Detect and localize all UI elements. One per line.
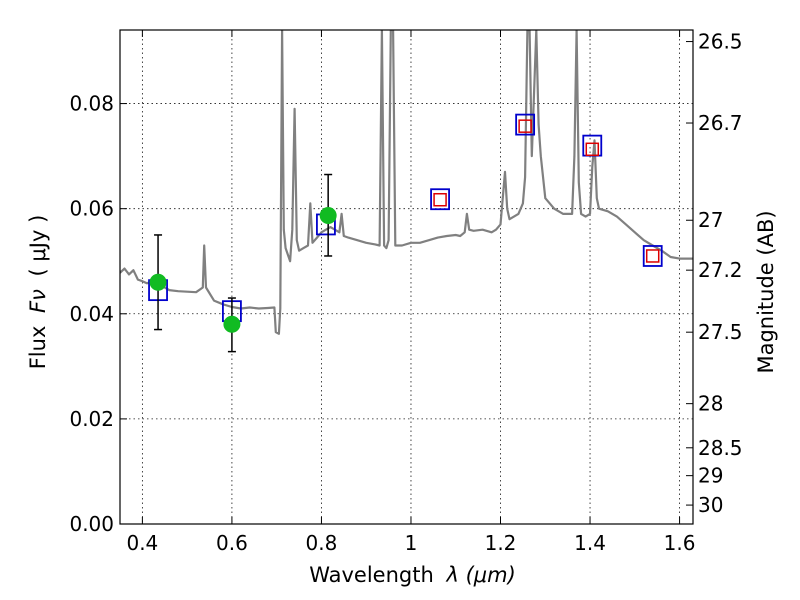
x-tick-label: 1.4 — [574, 531, 606, 555]
observed-band-square — [433, 192, 447, 207]
y2-tick-label: 27.5 — [698, 320, 743, 344]
grid-lines — [120, 30, 693, 525]
y-tick-label: 0.04 — [69, 302, 114, 326]
axis-ticks: 0.4 0.6 0.8 1 1.2 1.4 1.6 0.00 0.02 0.04 0.06 0.08 2… — [69, 30, 742, 555]
x-tick-label: 1.6 — [664, 531, 696, 555]
y-tick-label: 0.02 — [69, 407, 114, 431]
y2-tick-label: 30 — [698, 493, 723, 517]
observed-band-square — [518, 119, 532, 133]
y2-tick-label: 27 — [698, 208, 723, 232]
photometry-point — [319, 207, 337, 225]
x-tick-label: 0.8 — [306, 531, 338, 555]
y2-tick-label: 28.5 — [698, 436, 743, 460]
y2-axis-label: Magnitude (AB) — [754, 210, 778, 373]
y2-tick-label: 26.5 — [698, 30, 743, 54]
x-tick-label: 1.2 — [485, 531, 517, 555]
x-tick-label: 1 — [405, 531, 418, 555]
photometry-point — [149, 273, 167, 291]
y-tick-label: 0.06 — [69, 197, 114, 221]
y-tick-label: 0.08 — [69, 92, 114, 116]
y2-tick-label: 26.7 — [698, 111, 743, 135]
y2-tick-label: 27.2 — [698, 258, 743, 282]
x-tick-label: 0.6 — [216, 531, 248, 555]
y-tick-label: 0.00 — [69, 512, 114, 536]
model-band-square — [430, 188, 450, 211]
x-tick-label: 0.4 — [126, 531, 158, 555]
observed-band-square — [645, 249, 660, 263]
observed-band-square — [585, 142, 600, 157]
model-band-square — [515, 113, 536, 136]
y2-tick-label: 29 — [698, 464, 723, 488]
series-layer — [120, 30, 693, 353]
model-spectrum-line — [120, 30, 693, 335]
x-axis-label: Wavelength λ (μm) — [309, 563, 516, 587]
model-band-square — [642, 245, 663, 267]
y-axis-label: Flux Fν ( μJy ) — [26, 215, 50, 370]
y2-tick-label: 28 — [698, 392, 723, 416]
plot-frame — [119, 29, 694, 525]
photometry-point — [223, 315, 241, 333]
